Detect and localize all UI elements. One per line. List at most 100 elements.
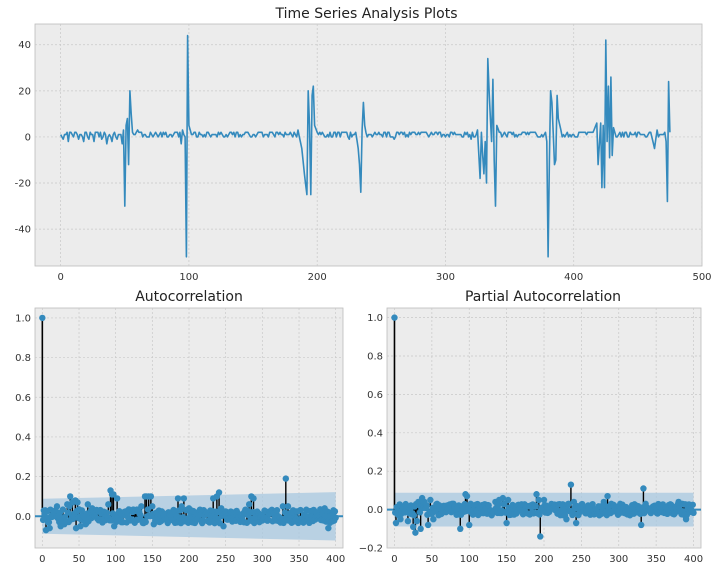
pacf-marker: [604, 492, 611, 500]
acf-marker: [245, 501, 253, 508]
pacf-title: Partial Autocorrelation: [465, 289, 621, 305]
pacf-marker: [495, 501, 502, 508]
pacf-marker: [637, 521, 645, 529]
acf-x-tick-label: 100: [106, 554, 125, 565]
time-series-line: [59, 34, 671, 258]
pacf-marker: [532, 502, 539, 510]
pacf-marker: [572, 519, 580, 527]
time-series-x-tick-label: 500: [692, 272, 711, 283]
pacf-y-tick-label: 0.8: [367, 352, 383, 363]
pacf-marker: [504, 496, 512, 504]
acf-marker: [215, 489, 223, 496]
acf-marker: [332, 514, 339, 521]
acf-x-tick-label: 150: [143, 554, 162, 565]
acf-marker: [273, 507, 281, 514]
acf-y-tick-label: 0.6: [15, 393, 31, 404]
acf-title: Autocorrelation: [135, 289, 243, 305]
pacf-marker: [430, 516, 437, 523]
acf-x-tick-label: 0: [39, 554, 45, 565]
acf-marker: [67, 493, 74, 500]
acf-marker: [59, 506, 67, 513]
acf-marker: [137, 512, 144, 519]
acf-marker: [284, 503, 292, 510]
time-series-x-tick-label: 400: [564, 272, 583, 283]
time-series-axes-background: [34, 23, 703, 267]
pacf-x-tick-label: 400: [684, 554, 703, 565]
pacf-marker: [417, 525, 424, 532]
time-series-y-tick-label: 20: [18, 86, 31, 97]
pacf-x-tick-label: 150: [497, 554, 516, 565]
pacf-marker: [392, 519, 400, 527]
pacf-x-tick-label: 250: [572, 554, 591, 565]
pacf-marker: [535, 496, 542, 504]
acf-marker: [180, 495, 188, 502]
pacf-x-tick-label: 100: [460, 554, 479, 565]
acf-marker: [282, 475, 289, 482]
acf-marker: [178, 503, 185, 510]
pacf-marker: [423, 502, 430, 509]
acf-x-tick-label: 50: [73, 554, 86, 565]
acf-y-tick-label: 0.4: [15, 432, 31, 443]
pacf-marker: [424, 521, 432, 529]
pacf-marker: [463, 492, 471, 500]
pacf-marker: [409, 523, 417, 531]
acf-marker: [84, 501, 92, 508]
time-series-x-tick-label: 200: [308, 272, 327, 283]
pacf-marker: [397, 516, 404, 523]
pacf-marker: [589, 500, 596, 508]
acf-marker: [250, 495, 257, 502]
pacf-y-tick-label: 0.2: [367, 467, 383, 478]
acf-marker: [39, 314, 46, 322]
pacf-marker: [540, 496, 548, 504]
acf-marker: [331, 508, 339, 515]
acf-x-tick-label: 250: [216, 554, 235, 565]
pacf-x-tick-label: 350: [647, 554, 666, 565]
acf-markers: [39, 314, 339, 534]
pacf-x-tick-label: 50: [425, 554, 438, 565]
time-series-y-tick-label: 40: [18, 40, 31, 51]
pacf-markers: [391, 314, 697, 540]
acf-x-tick-label: 300: [253, 554, 272, 565]
acf-marker: [138, 503, 145, 510]
pacf-marker: [567, 481, 575, 488]
pacf-marker: [457, 525, 464, 532]
acf-marker: [243, 519, 251, 526]
pacf-x-tick-label: 0: [391, 554, 397, 565]
pacf-marker: [412, 529, 419, 536]
pacf-marker: [413, 517, 421, 525]
pacf-marker: [499, 494, 507, 502]
time-series-x-tick-label: 100: [179, 272, 198, 283]
pacf-x-tick-label: 300: [609, 554, 628, 565]
acf-marker: [46, 524, 53, 532]
pacf-y-tick-label: 0.0: [367, 505, 383, 516]
acf-marker: [279, 503, 287, 510]
acf-y-tick-label: 0.8: [15, 353, 31, 364]
pacf-marker: [575, 509, 583, 517]
acf-marker: [113, 495, 121, 502]
pacf-y-tick-label: 0.6: [367, 390, 383, 401]
time-series-y-tick-label: -40: [15, 225, 31, 236]
pacf-x-tick-label: 200: [534, 554, 553, 565]
time-series-x-tick-label: 0: [57, 272, 63, 283]
pacf-marker: [640, 485, 647, 492]
acf-marker: [325, 524, 332, 532]
acf-y-tick-label: 0.2: [15, 472, 31, 483]
time-series-x-tick-label: 300: [436, 272, 455, 283]
pacf-marker: [501, 500, 508, 508]
pacf-y-tick-label: 0.4: [367, 428, 383, 439]
acf-y-tick-label: 1.0: [15, 313, 31, 324]
pacf-marker: [404, 517, 412, 525]
acf-marker: [297, 506, 304, 514]
acf-marker: [53, 503, 61, 510]
time-series-title: Time Series Analysis Plots: [274, 6, 457, 22]
pacf-marker: [563, 516, 570, 523]
pacf-marker: [468, 501, 475, 508]
pacf-marker: [391, 314, 398, 321]
pacf-y-tick-label: 1.0: [367, 313, 383, 324]
acf-marker: [45, 519, 53, 526]
pacf-marker: [466, 521, 473, 529]
acf-plot: 0 50 100 150 200 250 300 350 400 0.0 0.2 0.4 0.6 0.8 1…: [15, 289, 345, 565]
acf-marker: [220, 522, 227, 530]
acf-marker: [142, 518, 149, 526]
